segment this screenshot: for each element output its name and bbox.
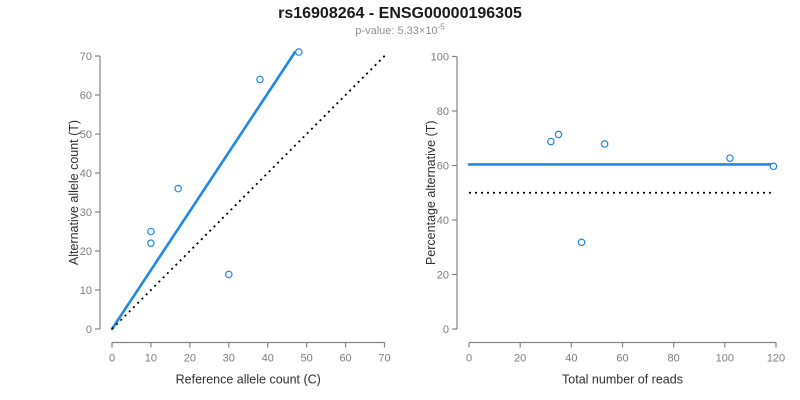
x-tick-label: 120 <box>767 353 785 365</box>
y-tick-label: 0 <box>443 324 449 336</box>
x-tick-label: 70 <box>378 353 390 365</box>
y-tick-label: 40 <box>437 215 449 227</box>
y-tick-label: 40 <box>80 168 92 180</box>
fit-line <box>110 50 297 331</box>
y-axis-title: Alternative allele count (T) <box>67 120 81 265</box>
x-tick-label: 30 <box>223 353 235 365</box>
data-point <box>769 162 778 171</box>
data-point <box>295 48 303 56</box>
data-point <box>174 184 182 193</box>
x-tick-label: 40 <box>262 353 274 365</box>
data-point <box>554 130 563 139</box>
y-tick-label: 20 <box>80 246 92 258</box>
x-tick-label: 0 <box>109 353 115 365</box>
x-axis-title: Reference allele count (C) <box>176 373 321 387</box>
data-point <box>547 137 555 146</box>
data-point <box>600 140 609 148</box>
x-tick-label: 80 <box>668 353 680 365</box>
figure-title: rs16908264 - ENSG00000196305 <box>278 5 522 22</box>
y-tick-label: 70 <box>80 51 92 63</box>
x-tick-label: 10 <box>145 353 157 365</box>
x-tick-label: 50 <box>301 353 313 365</box>
y-tick-label: 0 <box>86 324 92 336</box>
y-tick-label: 80 <box>437 106 449 118</box>
y-axis-title: Percentage alternative (T) <box>424 120 438 265</box>
data-point <box>726 154 734 162</box>
x-tick-label: 0 <box>466 353 472 365</box>
x-tick-label: 60 <box>616 353 628 365</box>
scatter-panel-right: 0 20 40 60 80 100 0 20 40 60 80 100 120 Total number … <box>424 51 785 386</box>
data-point <box>147 239 155 248</box>
x-tick-label: 20 <box>184 353 196 365</box>
x-tick-label: 100 <box>716 353 734 365</box>
figure-subtitle: p-value: 5.33×10-5 <box>0 22 800 37</box>
y-tick-label: 100 <box>431 51 449 63</box>
x-tick-label: 40 <box>565 353 577 365</box>
x-tick-label: 60 <box>339 353 351 365</box>
y-tick-label: 50 <box>80 129 92 141</box>
y-tick-label: 20 <box>437 269 449 281</box>
identity-line <box>111 53 388 330</box>
y-tick-label: 60 <box>437 160 449 172</box>
data-point <box>577 238 586 247</box>
pvalue-exponent: -5 <box>437 22 445 32</box>
x-axis-title: Total number of reads <box>562 373 683 387</box>
y-tick-label: 30 <box>80 207 92 219</box>
scatter-panel-left: 0 10 20 30 40 50 60 70 0 10 20 30 40 50 60 70 Reference … <box>67 48 391 387</box>
data-point <box>224 270 233 279</box>
data-point <box>147 227 155 236</box>
x-tick-label: 20 <box>514 353 526 365</box>
pvalue-text: p-value: 5.33×10 <box>355 25 438 37</box>
y-tick-label: 60 <box>80 90 92 102</box>
data-point <box>256 75 264 84</box>
y-tick-label: 10 <box>80 285 92 297</box>
